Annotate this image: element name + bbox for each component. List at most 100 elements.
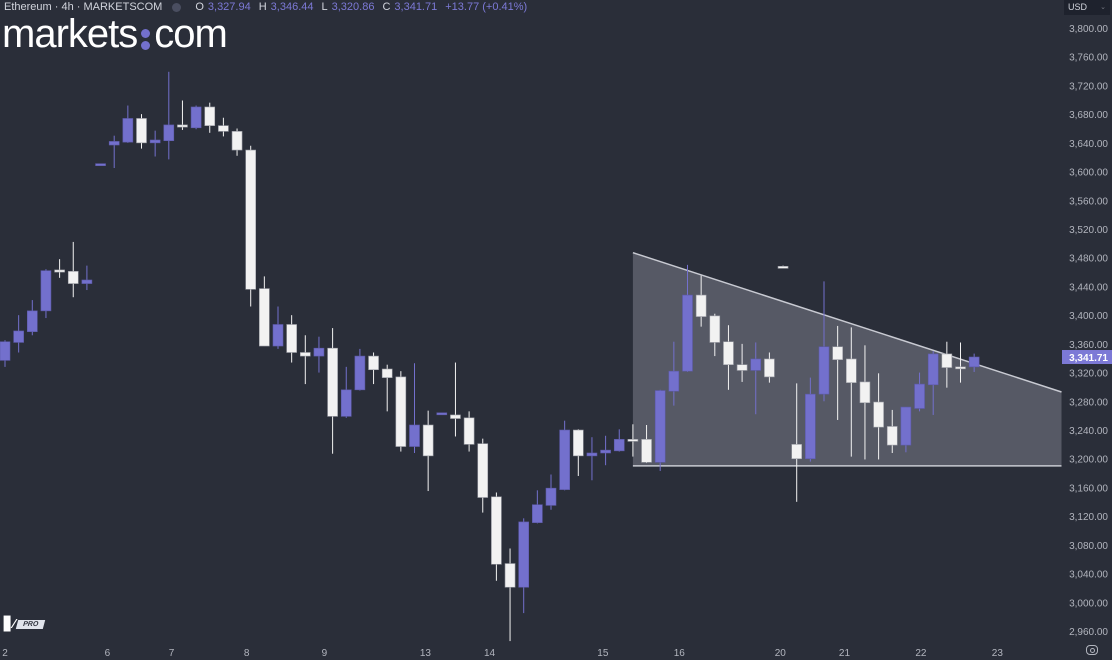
- candle-body: [900, 406, 912, 446]
- time-tick-label: 16: [674, 648, 686, 659]
- candle-body: [723, 341, 734, 365]
- candle-up: [163, 71, 175, 160]
- candle-body: [231, 131, 243, 151]
- candle-down: [477, 438, 489, 513]
- candle-body: [26, 310, 38, 332]
- candle-body: [627, 439, 639, 442]
- candle-body: [54, 269, 65, 273]
- candle-body: [613, 439, 625, 452]
- candle-up: [272, 306, 284, 349]
- time-tick-label: 7: [169, 648, 175, 659]
- candle-body: [572, 429, 584, 457]
- time-tick-label: 2: [2, 648, 8, 659]
- candle-body: [95, 163, 106, 166]
- price-tick-label: 3,680.00: [1069, 110, 1108, 121]
- time-tick-label: 13: [420, 648, 432, 659]
- symbol-title[interactable]: Ethereum · 4h · MARKETSCOM: [4, 1, 163, 13]
- price-tick-label: 3,200.00: [1069, 455, 1108, 466]
- high-value: 3,346.44: [270, 1, 314, 13]
- candle-up: [586, 437, 598, 481]
- price-tick-label: 3,760.00: [1069, 53, 1108, 64]
- candle-down: [777, 265, 789, 269]
- candle-down: [450, 362, 461, 437]
- time-tick-label: 23: [992, 648, 1004, 659]
- candle-body: [177, 124, 188, 128]
- price-tick-label: 3,560.00: [1069, 196, 1108, 207]
- candle-body: [381, 368, 393, 378]
- candle-down: [491, 492, 502, 581]
- candle-down: [873, 373, 884, 460]
- time-tick-label: 20: [775, 648, 787, 659]
- candle-body: [791, 444, 803, 460]
- candle-body: [805, 393, 816, 460]
- candle-down: [859, 345, 871, 460]
- candle-up: [818, 281, 830, 402]
- price-axis[interactable]: 3,800.00 3,760.00 3,720.00 3,680.00 3,640.00…: [1062, 24, 1112, 638]
- candle-body: [395, 376, 407, 447]
- candle-body: [641, 439, 652, 463]
- candle-body: [218, 125, 229, 132]
- candle-body: [682, 294, 693, 372]
- candle-up: [95, 163, 106, 166]
- candle-body: [504, 563, 516, 588]
- candle-down: [504, 548, 516, 642]
- candle-body: [764, 358, 775, 378]
- candle-down: [177, 100, 188, 130]
- open-value: 3,327.94: [207, 1, 251, 13]
- candle-body: [477, 443, 489, 498]
- candle-body: [436, 412, 448, 416]
- candle-body: [668, 370, 680, 392]
- candle-up: [190, 105, 202, 130]
- price-tick-label: 2,960.00: [1069, 627, 1108, 638]
- pro-label: PRO: [15, 619, 46, 629]
- candle-body: [122, 118, 134, 143]
- candle-up: [927, 351, 939, 415]
- candle-down: [845, 327, 857, 457]
- candle-up: [654, 389, 666, 471]
- chart-settings-icon[interactable]: [1086, 645, 1098, 655]
- candle-down: [136, 114, 147, 149]
- currency-dropdown[interactable]: USD ⌄: [1064, 0, 1110, 15]
- time-tick-label: 6: [105, 648, 111, 659]
- candle-body: [941, 353, 953, 368]
- candle-body: [409, 424, 420, 447]
- candle-body: [873, 401, 884, 428]
- candle-body: [654, 390, 666, 463]
- candle-down: [955, 342, 966, 383]
- candle-body: [695, 294, 707, 317]
- candle-body: [586, 452, 598, 457]
- tradingview-badge[interactable]: ▋∕ PRO: [4, 616, 46, 632]
- candle-up: [0, 340, 11, 367]
- close-label: C: [382, 1, 391, 13]
- change-value: +13.77 (+0.41%): [445, 1, 528, 13]
- candle-body: [0, 341, 11, 361]
- price-tick-label: 3,520.00: [1069, 225, 1108, 236]
- candle-body: [327, 347, 338, 417]
- candle-up: [900, 406, 912, 453]
- candle-up: [518, 518, 530, 614]
- candle-down: [245, 145, 256, 307]
- candles: [0, 71, 980, 642]
- candle-down: [286, 315, 297, 363]
- candle-body: [299, 352, 311, 357]
- candle-body: [886, 426, 898, 446]
- candle-body: [354, 355, 366, 391]
- candle-up: [968, 353, 980, 372]
- candle-up: [613, 429, 625, 452]
- candle-up: [532, 490, 543, 524]
- candle-up: [545, 474, 557, 510]
- price-tick-label: 3,120.00: [1069, 512, 1108, 523]
- candle-down: [941, 341, 953, 388]
- price-tick-label: 3,160.00: [1069, 483, 1108, 494]
- triangle-upper-trendline[interactable]: [632, 251, 1062, 393]
- candle-body: [259, 288, 270, 347]
- price-tick-label: 3,720.00: [1069, 81, 1108, 92]
- time-tick-label: 22: [915, 648, 927, 659]
- price-tick-label: 3,320.00: [1069, 369, 1108, 380]
- candle-down: [709, 313, 721, 357]
- candle-down: [54, 259, 65, 278]
- candle-up: [26, 300, 38, 336]
- candle-up: [313, 336, 325, 373]
- time-axis[interactable]: 2 6 7 8 9 13 14 15 16 20 21 22 23: [2, 648, 1003, 659]
